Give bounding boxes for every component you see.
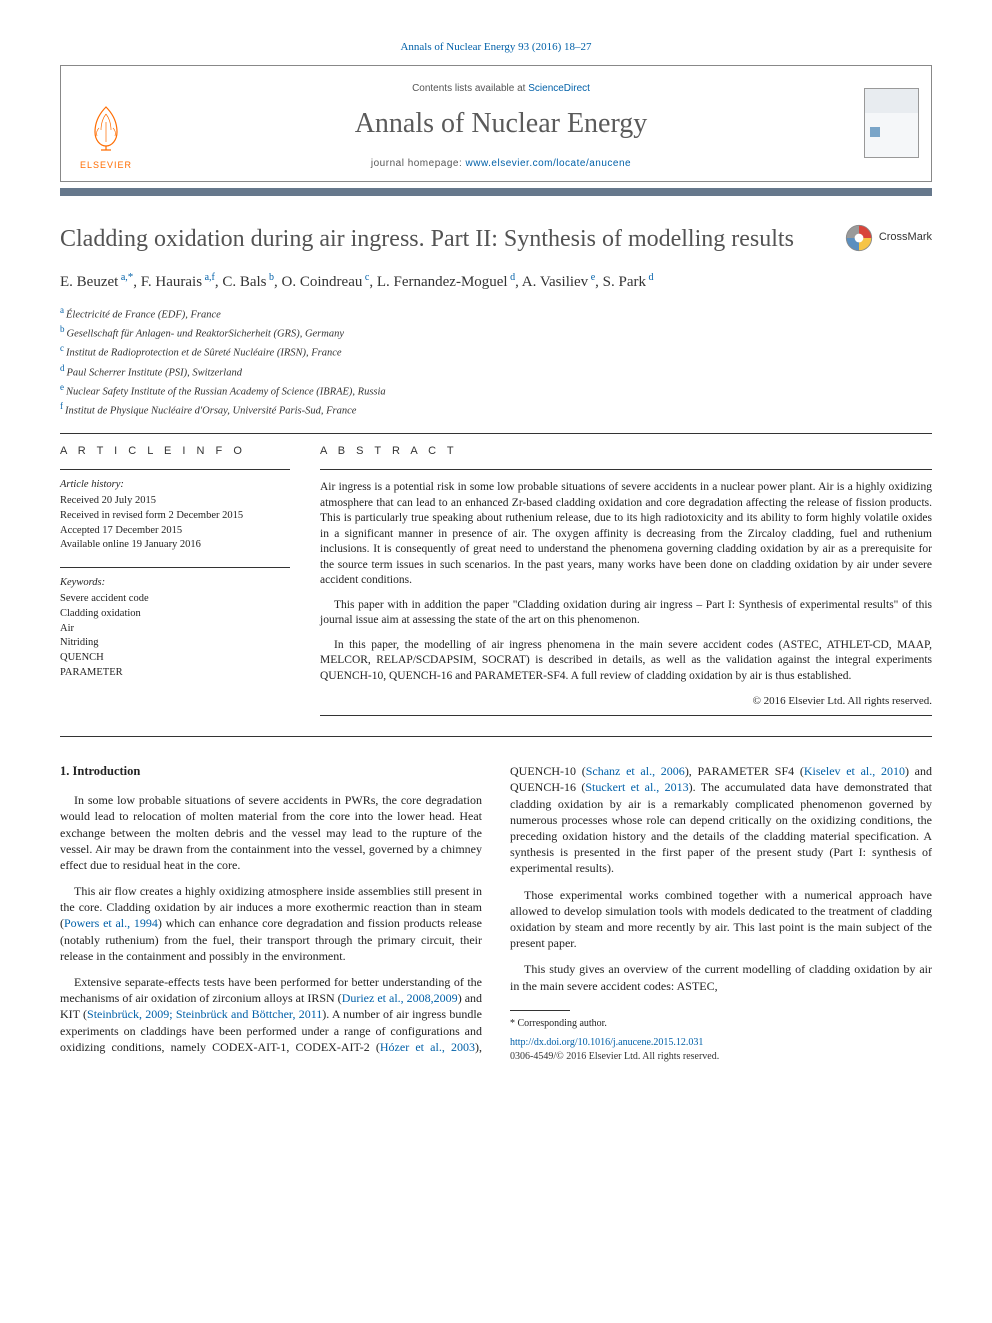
body-text: 1. Introduction In some low probable sit… — [60, 763, 932, 1063]
author: S. Park — [603, 274, 646, 290]
crossmark-icon — [845, 224, 873, 252]
homepage-prefix: journal homepage: — [371, 158, 466, 169]
author: L. Fernandez-Moguel — [377, 274, 508, 290]
publisher-logo-block: ELSEVIER — [61, 66, 151, 181]
author: O. Coindreau — [282, 274, 363, 290]
body-para: Those experimental works combined togeth… — [510, 887, 932, 952]
journal-header: ELSEVIER Contents lists available at Sci… — [60, 65, 932, 182]
crossmark-label: CrossMark — [879, 230, 932, 245]
history-line: Received in revised form 2 December 2015 — [60, 509, 290, 524]
keyword: QUENCH — [60, 651, 290, 666]
body-para: This study gives an overview of the curr… — [510, 961, 932, 993]
keywords-heading: Keywords: — [60, 576, 290, 590]
affiliation: bGesellschaft für Anlagen- und ReaktorSi… — [60, 323, 932, 342]
abstract-label: A B S T R A C T — [320, 444, 932, 459]
keyword: Nitriding — [60, 636, 290, 651]
accent-bar — [60, 188, 932, 196]
article-info-label: A R T I C L E I N F O — [60, 444, 290, 459]
section-heading: 1. Introduction — [60, 763, 482, 780]
contents-line: Contents lists available at ScienceDirec… — [151, 82, 851, 96]
journal-title: Annals of Nuclear Energy — [151, 105, 851, 143]
divider — [60, 433, 932, 434]
journal-citation: Annals of Nuclear Energy 93 (2016) 18–27 — [60, 40, 932, 55]
article-info: A R T I C L E I N F O Article history: R… — [60, 444, 290, 716]
sciencedirect-link[interactable]: ScienceDirect — [528, 83, 590, 94]
divider — [60, 736, 932, 737]
affiliation: eNuclear Safety Institute of the Russian… — [60, 381, 932, 400]
abstract: A B S T R A C T Air ingress is a potenti… — [320, 444, 932, 716]
abstract-para: In this paper, the modelling of air ingr… — [320, 638, 932, 685]
history-line: Available online 19 January 2016 — [60, 538, 290, 553]
affiliation: fInstitut de Physique Nucléaire d'Orsay,… — [60, 400, 932, 419]
history-line: Received 20 July 2015 — [60, 494, 290, 509]
author: F. Haurais — [141, 274, 202, 290]
elsevier-tree-icon — [76, 97, 136, 157]
body-para: This air flow creates a highly oxidizing… — [60, 883, 482, 964]
history-line: Accepted 17 December 2015 — [60, 524, 290, 539]
keyword: PARAMETER — [60, 666, 290, 681]
abstract-para: This paper with in addition the paper "C… — [320, 598, 932, 629]
keyword: Severe accident code — [60, 592, 290, 607]
contents-prefix: Contents lists available at — [412, 83, 528, 94]
affiliation: cInstitut de Radioprotection et de Sûret… — [60, 342, 932, 361]
footnote-separator — [510, 1010, 570, 1011]
corresponding-author-note: * Corresponding author. — [510, 1017, 932, 1031]
abstract-para: Air ingress is a potential risk in some … — [320, 480, 932, 589]
affiliation: dPaul Scherrer Institute (PSI), Switzerl… — [60, 362, 932, 381]
doi-link[interactable]: http://dx.doi.org/10.1016/j.anucene.2015… — [510, 1037, 703, 1048]
keyword: Air — [60, 622, 290, 637]
copyright: © 2016 Elsevier Ltd. All rights reserved… — [320, 694, 932, 709]
issn-line: 0306-4549/© 2016 Elsevier Ltd. All right… — [510, 1050, 932, 1064]
publisher-name: ELSEVIER — [80, 159, 132, 171]
author-list: E. Beuzet a,*, F. Haurais a,f, C. Bals b… — [60, 270, 932, 292]
body-para: In some low probable situations of sever… — [60, 792, 482, 873]
affiliation: aÉlectricité de France (EDF), France — [60, 304, 932, 323]
author: A. Vasiliev — [522, 274, 588, 290]
crossmark-badge[interactable]: CrossMark — [845, 224, 932, 252]
author: C. Bals — [222, 274, 266, 290]
history-heading: Article history: — [60, 478, 290, 492]
journal-cover-thumbnail — [864, 88, 919, 158]
article-title: Cladding oxidation during air ingress. P… — [60, 224, 831, 254]
author: E. Beuzet — [60, 274, 118, 290]
affiliations: aÉlectricité de France (EDF), France bGe… — [60, 304, 932, 420]
keyword: Cladding oxidation — [60, 607, 290, 622]
homepage-line: journal homepage: www.elsevier.com/locat… — [151, 157, 851, 171]
homepage-link[interactable]: www.elsevier.com/locate/anucene — [466, 158, 632, 169]
